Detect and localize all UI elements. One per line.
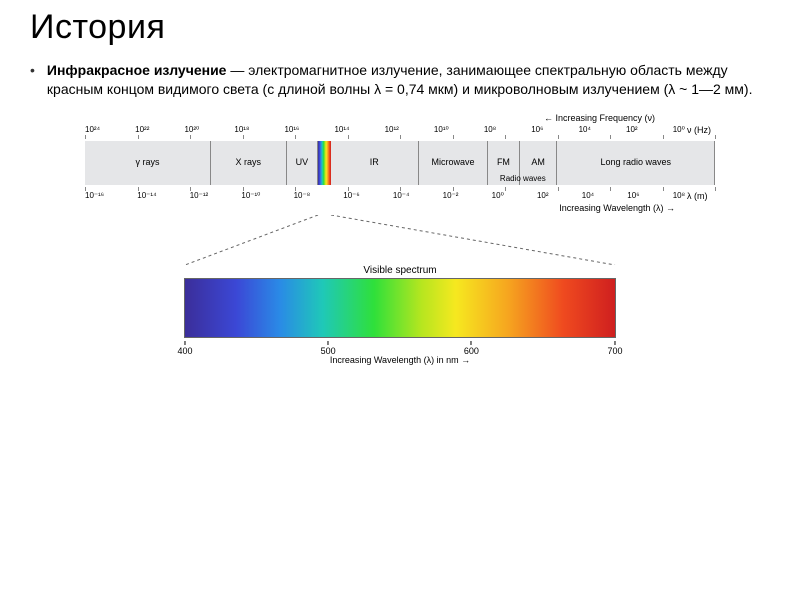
scale-tick: 10⁶ [531,125,543,134]
freq-scale-row: 10²⁴ 10²² 10²⁰ 10¹⁸ 10¹⁶ 10¹⁴ 10¹² 10¹⁰ 10⁸ 10⁶ 10… [85,125,715,135]
vis-tick: 400 [177,341,192,356]
scale-tick: 10⁶ [627,191,639,200]
freq-tickbar [85,135,715,139]
scale-tick: 10¹² [385,125,399,134]
visible-scale: 400500600700 [185,341,615,353]
scale-tick: 10² [626,125,638,134]
scale-tick: 10¹⁴ [334,125,349,134]
vis-tick: 500 [321,341,336,356]
scale-tick: 10⁻² [443,191,459,200]
scale-tick: 10⁻⁶ [343,191,359,200]
wave-scale: 10⁻¹⁶ 10⁻¹⁴ 10⁻¹² 10⁻¹⁰ 10⁻⁸ 10⁻⁶ 10⁻⁴ 10⁻² 10⁰ 1… [85,191,685,200]
scale-tick: 10⁰ [673,125,685,134]
scale-tick: 10⁻¹⁴ [137,191,156,200]
scale-tick: 10⁻¹² [190,191,208,200]
scale-tick: 10¹⁸ [234,125,249,134]
band-ir: IR [331,141,419,185]
scale-tick: 10¹⁰ [434,125,449,134]
scale-tick: 10⁴ [579,125,591,134]
vis-tick: 700 [607,341,622,356]
freq-scale: 10²⁴ 10²² 10²⁰ 10¹⁸ 10¹⁶ 10¹⁴ 10¹² 10¹⁰ 10⁸ 10⁶ 10… [85,125,685,134]
band-long-radio-waves: Long radio waves [558,141,716,185]
bullet-row: • Инфракрасное излучение — электромагнит… [30,61,770,99]
wave-arrow-label: Increasing Wavelength (λ) → [85,203,715,213]
band-strip: γ raysX raysUVIRMicrowaveFMAMLong radio … [85,141,715,185]
freq-arrow-label: ← Increasing Frequency (ν) [85,113,715,123]
freq-unit: ν (Hz) [687,125,715,135]
band-radio-sub: Radio waves [488,174,557,183]
scale-tick: 10² [537,191,549,200]
scale-tick: 10⁸ [673,191,685,200]
projection-lines [85,215,715,265]
scale-tick: 10⁻¹⁰ [241,191,260,200]
scale-tick: 10²² [135,125,149,134]
wave-tickbar [85,187,715,191]
visible-axis-label: Increasing Wavelength (λ) in nm → [30,355,770,365]
page-title: История [30,8,770,47]
scale-tick: 10⁴ [582,191,594,200]
em-spectrum-chart: ← Increasing Frequency (ν) 10²⁴10²²10²⁰1… [85,113,715,213]
visible-spectrum-rect [184,278,616,338]
scale-tick: 10⁸ [484,125,496,134]
scale-tick: 10²⁰ [184,125,199,134]
bullet-dot: • [30,61,35,99]
scale-tick: 10⁻⁴ [393,191,410,200]
visible-title: Visible spectrum [30,265,770,276]
vis-tick: 600 [464,341,479,356]
scale-tick: 10⁻⁸ [294,191,311,200]
scale-tick: 10⁰ [492,191,504,200]
band--rays: γ rays [85,141,211,185]
scale-tick: 10²⁴ [85,125,100,134]
scale-tick: 10⁻¹⁶ [85,191,104,200]
band-x-rays: X rays [211,141,287,185]
bullet-text: Инфракрасное излучение — электромагнитно… [47,61,770,99]
bullet-term: Инфракрасное излучение [47,62,227,78]
band-uv: UV [287,141,319,185]
wave-unit: λ (m) [687,191,715,201]
visible-sliver [318,141,331,185]
scale-tick: 10¹⁶ [284,125,299,134]
wave-scale-row: 10⁻¹⁶ 10⁻¹⁴ 10⁻¹² 10⁻¹⁰ 10⁻⁸ 10⁻⁶ 10⁻⁴ 10⁻² 10⁰ 1… [85,191,715,201]
band-microwave: Microwave [419,141,488,185]
slide-container: История • Инфракрасное излучение — элект… [0,0,800,375]
